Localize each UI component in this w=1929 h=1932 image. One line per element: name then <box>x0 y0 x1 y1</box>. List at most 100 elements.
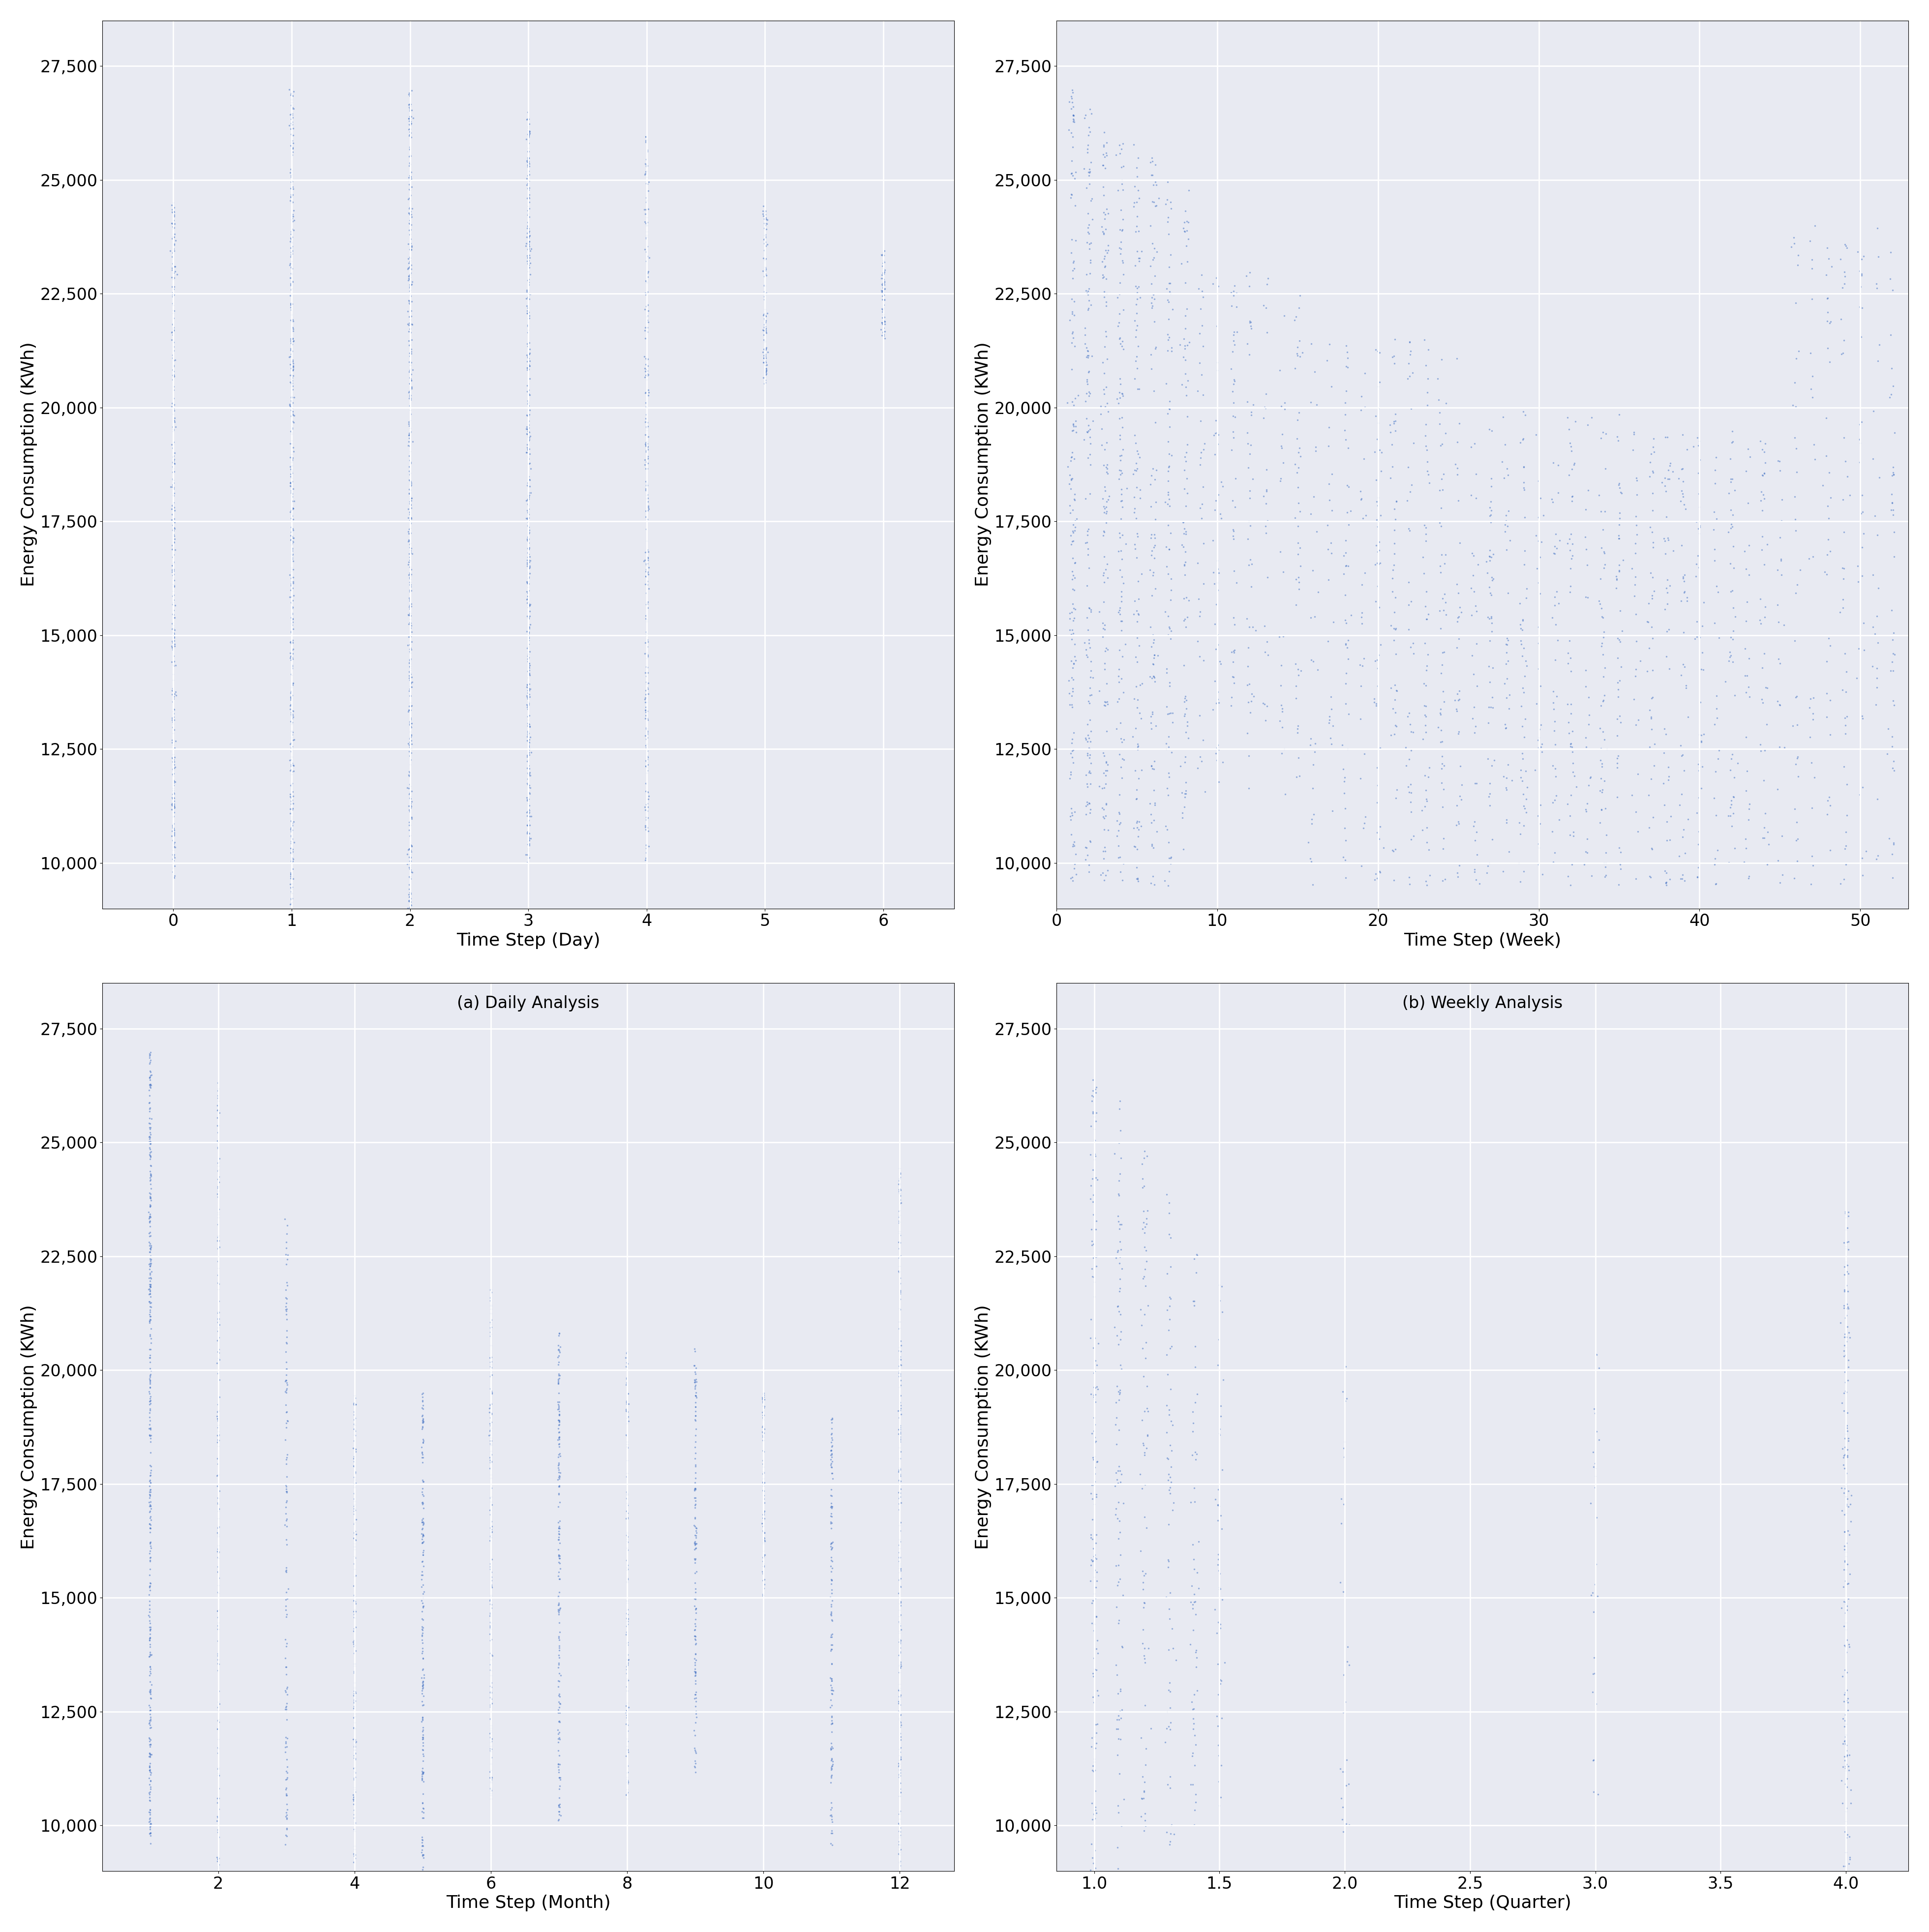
Point <box>394 272 424 303</box>
Point <box>1128 1690 1159 1721</box>
Point <box>883 1565 914 1596</box>
Point <box>748 253 779 284</box>
Point <box>135 1362 166 1393</box>
Point <box>1526 790 1557 821</box>
Point <box>135 1169 166 1200</box>
Point <box>476 1766 507 1797</box>
Point <box>513 562 544 593</box>
Point <box>1101 311 1132 342</box>
Point <box>1182 549 1213 580</box>
Point <box>1088 180 1119 211</box>
Point <box>133 1179 164 1209</box>
Point <box>883 1675 914 1706</box>
Point <box>883 1233 914 1264</box>
Point <box>1233 551 1263 582</box>
Point <box>748 340 779 371</box>
Point <box>276 429 307 460</box>
Point <box>276 556 307 587</box>
Point <box>476 1571 507 1602</box>
Point <box>270 1497 301 1528</box>
Point <box>868 257 899 288</box>
Point <box>1150 487 1181 518</box>
Point <box>1103 1455 1134 1486</box>
Point <box>135 1173 166 1204</box>
Point <box>1154 781 1184 811</box>
Point <box>1140 170 1171 201</box>
Point <box>1215 290 1246 321</box>
Point <box>276 825 307 856</box>
Point <box>276 129 307 160</box>
Point <box>135 1217 166 1248</box>
Point <box>407 1385 438 1416</box>
Point <box>1861 653 1892 684</box>
Point <box>1088 139 1119 170</box>
Point <box>1157 707 1188 738</box>
Point <box>1105 593 1136 624</box>
Point <box>405 1432 436 1463</box>
Point <box>1426 726 1456 757</box>
Point <box>135 1271 166 1302</box>
Point <box>135 1229 166 1260</box>
Point <box>513 558 544 589</box>
Point <box>1152 531 1182 562</box>
Point <box>1846 406 1877 437</box>
Point <box>135 1128 166 1159</box>
Point <box>1217 386 1248 417</box>
Point <box>340 1839 370 1870</box>
Point <box>1206 1401 1236 1432</box>
Point <box>885 1652 916 1683</box>
Point <box>1377 562 1408 593</box>
Point <box>1101 1714 1132 1745</box>
Point <box>158 303 189 334</box>
Point <box>158 298 189 328</box>
Point <box>278 126 309 156</box>
Point <box>203 1167 233 1198</box>
Point <box>544 1399 575 1430</box>
Point <box>272 1219 303 1250</box>
Point <box>816 1801 847 1832</box>
Point <box>1088 587 1119 618</box>
Point <box>1588 684 1618 715</box>
Point <box>513 191 544 222</box>
Point <box>340 1602 370 1633</box>
Point <box>278 580 309 611</box>
Point <box>1169 547 1200 578</box>
Point <box>1169 682 1200 713</box>
Point <box>885 1679 916 1710</box>
Point <box>1090 321 1121 352</box>
Point <box>1780 682 1811 713</box>
Point <box>1665 730 1696 761</box>
Point <box>1377 554 1408 585</box>
Point <box>394 228 424 259</box>
Point <box>1829 1321 1860 1352</box>
Point <box>542 1727 573 1758</box>
Point <box>748 361 779 392</box>
Point <box>613 1737 644 1768</box>
Point <box>1730 553 1761 583</box>
Point <box>394 842 424 873</box>
Point <box>1206 1781 1236 1812</box>
Point <box>1605 473 1636 504</box>
Point <box>135 1279 166 1310</box>
Point <box>1829 1441 1860 1472</box>
Point <box>681 1660 712 1690</box>
Point <box>1601 752 1632 782</box>
Point <box>272 1283 303 1314</box>
Point <box>340 1774 370 1804</box>
Point <box>476 1517 507 1548</box>
Point <box>611 1594 642 1625</box>
Point <box>1061 412 1092 442</box>
Point <box>276 522 307 553</box>
Point <box>1198 694 1229 724</box>
Point <box>395 535 426 566</box>
Point <box>135 1766 166 1797</box>
Point <box>750 359 781 390</box>
Point <box>1620 527 1651 558</box>
Point <box>1107 1488 1138 1519</box>
Point <box>1057 91 1088 122</box>
Point <box>1861 840 1892 871</box>
Point <box>679 1443 710 1474</box>
Point <box>816 1553 847 1584</box>
Point <box>1601 421 1632 452</box>
Point <box>395 301 426 332</box>
